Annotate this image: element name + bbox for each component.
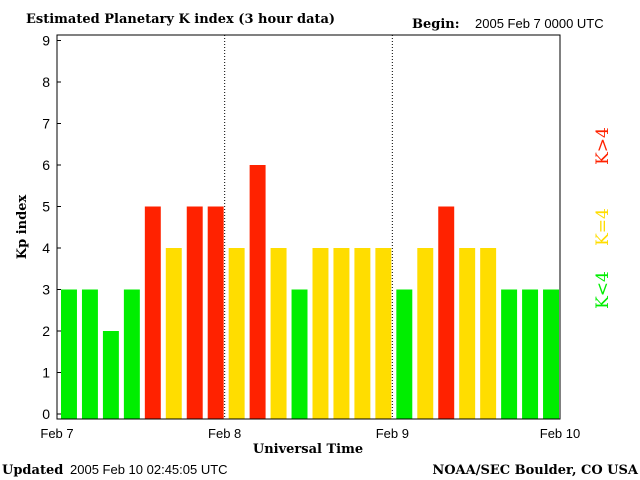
kp-bar — [102, 331, 119, 419]
updated-value: 2005 Feb 10 02:45:05 UTC — [70, 462, 228, 477]
y-axis-label: Kp index — [15, 195, 30, 260]
kp-bar — [480, 248, 497, 419]
kp-bar — [123, 289, 140, 419]
x-tick-label: Feb 7 — [40, 426, 73, 441]
kp-bar — [270, 248, 287, 419]
x-axis-label: Universal Time — [253, 442, 363, 457]
source-credit: NOAA/SEC Boulder, CO USA — [432, 463, 639, 478]
x-tick-label: Feb 10 — [540, 426, 580, 441]
kp-bar — [501, 289, 518, 419]
kp-bar — [81, 289, 98, 419]
kp-bar — [144, 206, 161, 419]
kp-bar — [438, 206, 455, 419]
begin-value: 2005 Feb 7 0000 UTC — [475, 16, 604, 31]
plot-frame — [56, 34, 561, 420]
kp-bar — [417, 248, 434, 419]
updated-label: Updated — [2, 463, 63, 478]
legend-entry: K=4 — [593, 208, 613, 246]
y-tick-label: 6 — [42, 157, 50, 173]
y-tick-label: 4 — [42, 240, 50, 256]
kp-bar — [207, 206, 224, 419]
y-tick-label: 1 — [42, 365, 50, 381]
kp-bar — [375, 248, 392, 419]
kp-bar — [165, 248, 182, 419]
kp-bar — [186, 206, 203, 419]
begin-label: Begin: — [412, 17, 460, 32]
kp-bar — [459, 248, 476, 419]
x-tick-label: Feb 9 — [376, 426, 409, 441]
kp-bar — [522, 289, 539, 419]
kp-bar — [291, 289, 308, 419]
chart-title: Estimated Planetary K index (3 hour data… — [26, 12, 335, 27]
y-tick-label: 3 — [42, 282, 50, 298]
y-tick-label: 5 — [42, 199, 50, 215]
kp-bar — [61, 289, 77, 419]
y-tick-label: 2 — [42, 323, 50, 339]
y-tick-label: 8 — [42, 74, 50, 90]
kp-bar — [354, 248, 371, 419]
kp-bar — [312, 248, 329, 419]
kp-bar — [249, 165, 266, 419]
y-tick-label: 7 — [42, 116, 50, 132]
y-tick-label: 9 — [42, 33, 50, 49]
kp-bar — [228, 248, 245, 419]
legend-entry: K>4 — [593, 127, 613, 165]
y-tick-label: 0 — [42, 406, 50, 422]
kp-bar — [543, 289, 559, 419]
x-tick-label: Feb 8 — [208, 426, 241, 441]
legend-entry: K<4 — [593, 271, 613, 309]
kp-bar — [333, 248, 350, 419]
kp-bar — [396, 289, 413, 419]
